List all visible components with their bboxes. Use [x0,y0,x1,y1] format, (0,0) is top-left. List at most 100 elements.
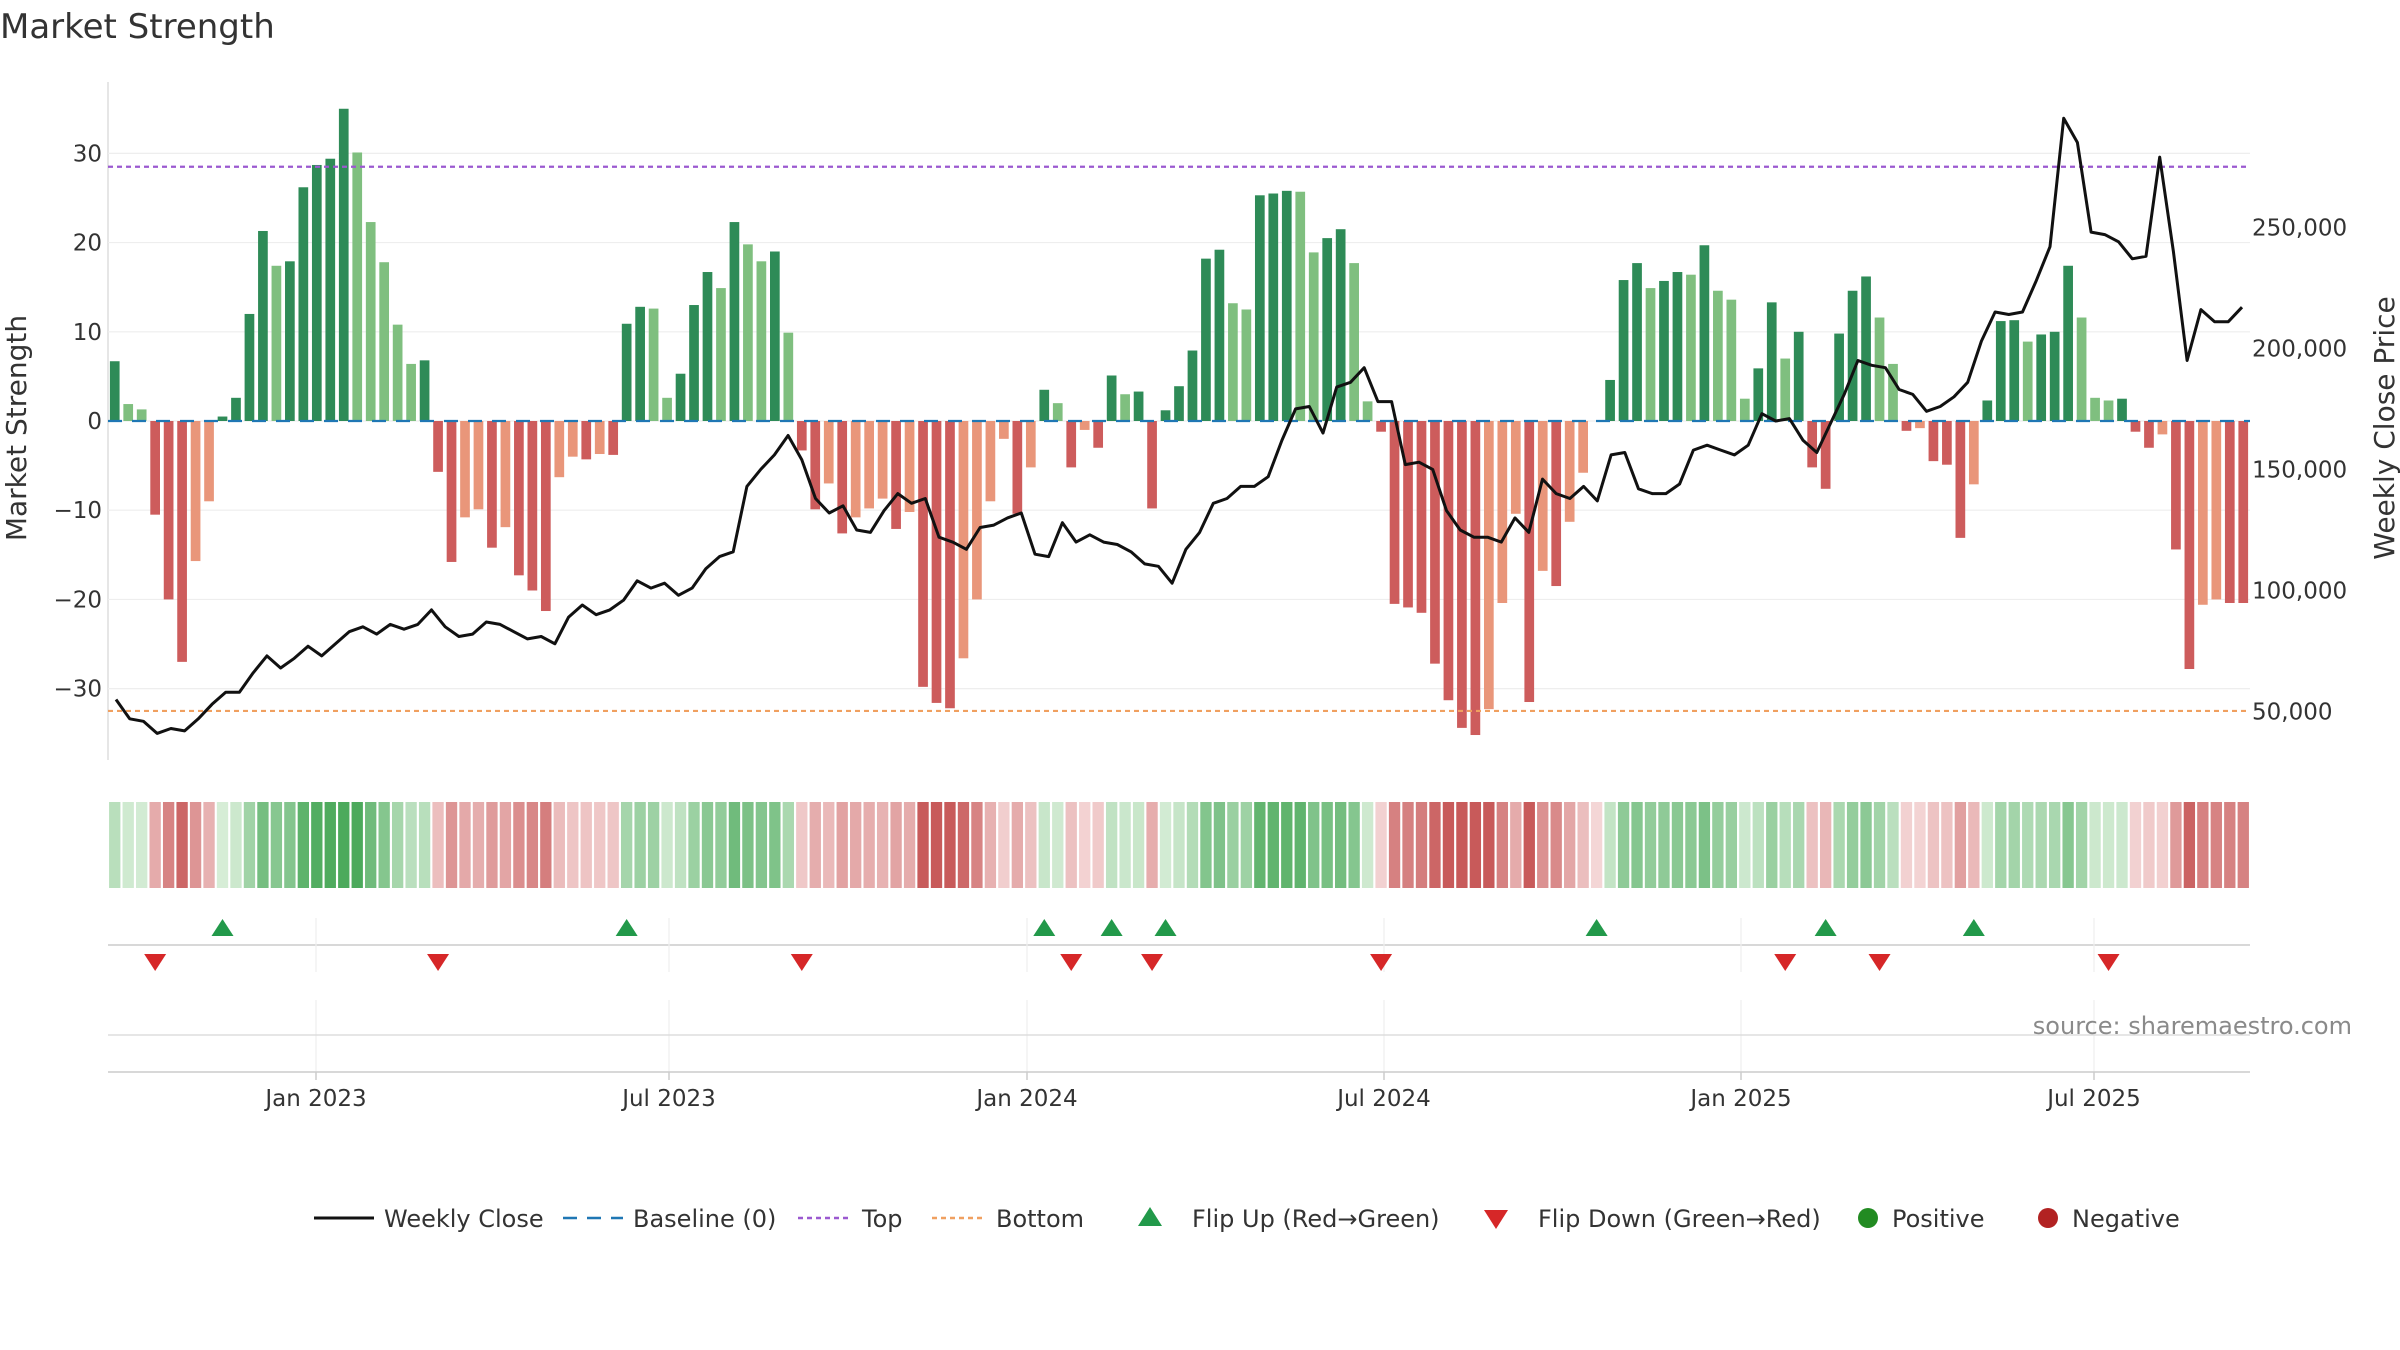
strength-bar-negative [945,421,955,709]
heat-cell [1146,802,1158,888]
heat-cell [769,802,781,888]
heat-cell [189,802,202,888]
strength-bar-negative [433,421,443,472]
strength-bar-negative [1820,421,1831,489]
price-layer [114,116,2244,735]
strength-bar-positive [1174,386,1184,421]
heat-cell [1065,802,1077,888]
heat-cell [418,802,431,888]
heat-cell [1766,802,1778,888]
heat-cell [1496,802,1508,888]
strength-bar-positive [1052,403,1063,421]
heat-cell [2143,802,2155,888]
heat-cell [1335,802,1347,888]
right-axis-label: Weekly Close Price [2368,296,2400,559]
heat-cell [1025,802,1037,888]
y-left-tick-label: −30 [53,677,102,703]
strength-bar-negative [1497,421,1508,603]
y-left-tick-label: 10 [73,320,102,346]
heat-cell [257,802,269,888]
heat-cell [1739,802,1751,888]
flip-down-marker [2097,954,2120,971]
heat-cell [1941,802,1953,888]
flip-up-marker [1814,919,1837,936]
legend-swatch [1484,1210,1508,1229]
x-tick-label: Jan 2025 [1688,1086,1791,1112]
strength-bar-negative [2130,421,2141,432]
strength-bar-positive [1187,350,1198,421]
legend-label: Negative [2072,1205,2180,1233]
heat-cell [2237,802,2249,888]
heat-cell [1887,802,1899,888]
heat-cell [567,802,579,888]
strength-bar-positive [1133,391,1144,421]
heat-cell [2062,802,2074,888]
flip-down-marker [144,954,167,971]
heat-cell [284,802,296,888]
strength-bar-positive [1160,410,1171,421]
strength-bar-positive [217,416,228,421]
heat-cell [1819,802,1832,888]
strength-bar-negative [1524,421,1535,703]
y-left-tick-label: −20 [53,587,102,613]
strength-bar-negative [877,421,888,499]
strength-heat-strip [109,802,2249,888]
heat-cell [930,802,943,888]
heat-cell [634,802,646,888]
heat-cell [1388,802,1401,888]
heat-cell [1604,802,1616,888]
strength-bar-negative [527,421,538,591]
strength-bar-positive [2117,398,2127,421]
x-tick-label: Jan 2023 [263,1086,366,1112]
legend-item: Positive [1858,1205,1985,1233]
flip-down-marker [790,954,813,971]
strength-bar-positive [1874,317,1885,421]
heat-cell [688,802,700,888]
strength-bar-positive [392,324,403,421]
strength-bar-negative [999,421,1009,439]
strength-bar-positive [1739,398,1750,421]
legend-swatch [1858,1208,1878,1228]
strength-bar-negative [1537,421,1548,571]
strength-bar-negative [1012,421,1023,514]
left-axis-ticks: 30 20 10 0 −10 −20 −30 [53,141,102,702]
strength-bar-positive [2049,331,2060,421]
heat-cell [1011,802,1023,888]
y-left-tick-label: 20 [73,231,102,257]
x-axis-ticks: Jan 2023 Jul 2023 Jan 2024 Jul 2024 Jan 2025… [263,1072,2141,1112]
legend-label: Flip Down (Green→Red) [1538,1205,1821,1233]
strength-bar-positive [1766,302,1777,421]
heat-cell [338,802,350,888]
heat-cell [1227,802,1239,888]
strength-bar-negative [190,421,201,562]
strength-bar-negative [460,421,470,518]
heat-cell [728,802,741,888]
heat-cell [1321,802,1333,888]
legend-swatch [2038,1208,2058,1228]
strength-bar-negative [540,421,551,612]
strength-bar-positive [729,222,740,421]
heat-cell [311,802,323,888]
heat-cell [1914,802,1926,888]
heat-cell [1308,802,1320,888]
strength-bar-negative [972,421,982,600]
heat-cell [850,802,862,888]
strength-bar-negative [904,421,915,512]
heat-cell [2102,802,2115,888]
strength-bar-positive [123,404,134,421]
heat-cell [2035,802,2047,888]
heat-cell [1577,802,1589,888]
heat-cell [216,802,229,888]
strength-bar-positive [1308,252,1319,421]
heat-cell [701,802,714,888]
reference-lines [108,165,2250,713]
heat-cell [1685,802,1697,888]
heat-cell [742,802,754,888]
heat-cell [2075,802,2088,888]
left-axis-label: Market Strength [0,315,33,541]
flip-up-marker [1585,919,1608,936]
legend-label: Baseline (0) [633,1205,776,1233]
strength-bar-negative [918,421,928,687]
strength-bar-negative [150,421,160,515]
heat-cell [674,802,687,888]
